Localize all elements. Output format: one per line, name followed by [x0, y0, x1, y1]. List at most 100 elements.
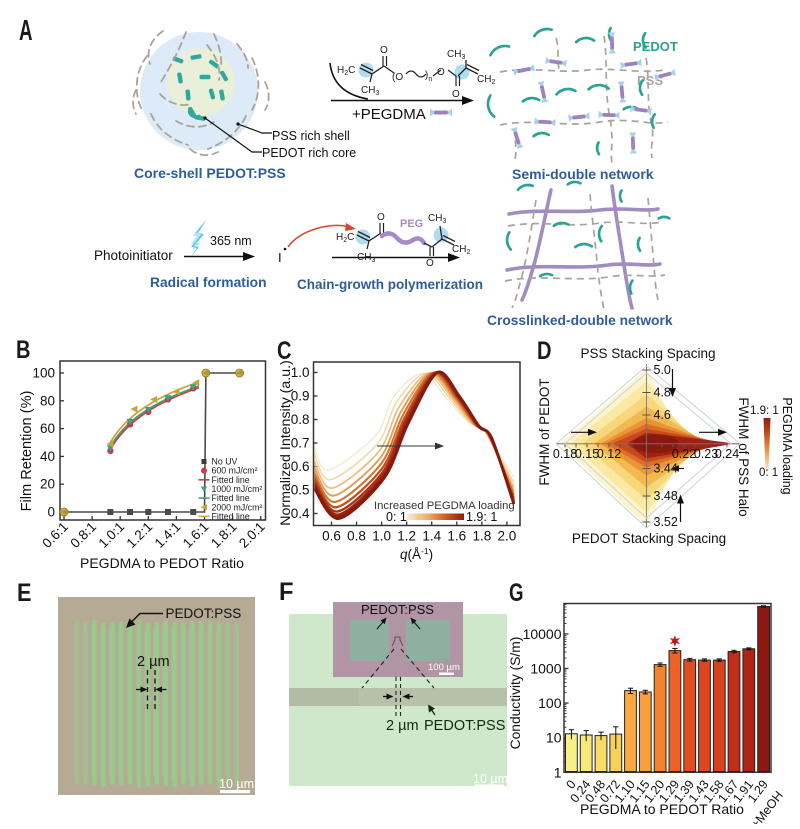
svg-text:O: O	[426, 258, 434, 269]
svg-text:1.2: 1.2	[397, 529, 416, 544]
svg-text:0: 1: 0: 1	[386, 510, 407, 524]
svg-text:40: 40	[40, 449, 55, 464]
svg-text:0.8: 0.8	[291, 412, 310, 427]
svg-text:Conductivity (S/m): Conductivity (S/m)	[508, 637, 523, 750]
svg-text:Fitted line: Fitted line	[212, 511, 250, 521]
svg-text:PEGDMA to PEDOT Ratio: PEGDMA to PEDOT Ratio	[80, 555, 244, 571]
svg-text:0: 1: 0: 1	[759, 467, 778, 479]
svg-text:H2C: H2C	[337, 65, 355, 77]
svg-text:PEG: PEG	[400, 218, 423, 230]
svg-text:Semi-double network: Semi-double network	[512, 166, 654, 182]
svg-text:PEDOT:PSS: PEDOT:PSS	[166, 606, 242, 621]
svg-text:3.44: 3.44	[654, 462, 678, 476]
svg-text:10 µm: 10 µm	[219, 777, 254, 791]
svg-text:Chain-growth polymerization: Chain-growth polymerization	[297, 277, 483, 292]
svg-text:0.12: 0.12	[597, 447, 621, 461]
svg-text:2.0: 2.0	[498, 529, 517, 544]
svg-text:PEGDMA loading: PEGDMA loading	[780, 397, 794, 494]
svg-text:1.9: 1: 1.9: 1	[466, 510, 497, 524]
svg-text:CH3: CH3	[447, 49, 465, 61]
svg-text:PSS rich shell: PSS rich shell	[272, 129, 350, 143]
svg-text:PEDOT: PEDOT	[633, 39, 678, 54]
svg-text:365 nm: 365 nm	[210, 234, 252, 248]
svg-text:0.9: 0.9	[291, 389, 310, 404]
svg-text:I: I	[278, 250, 282, 265]
svg-text:Film Retention (%): Film Retention (%)	[19, 391, 35, 512]
svg-text:0.4: 0.4	[291, 506, 310, 521]
svg-text:)n: )n	[425, 70, 432, 83]
svg-text:0.5: 0.5	[291, 483, 310, 498]
svg-text:E: E	[17, 579, 32, 607]
svg-text:O: O	[437, 67, 445, 78]
svg-text:Normalized Intensity (a.u.): Normalized Intensity (a.u.)	[278, 360, 294, 526]
svg-text:CH2: CH2	[452, 244, 470, 256]
svg-text:600 mJ/cm²: 600 mJ/cm²	[212, 466, 258, 476]
svg-text:0.24: 0.24	[715, 447, 739, 461]
svg-text:2000 mJ/cm²: 2000 mJ/cm²	[212, 502, 263, 512]
svg-text:60: 60	[40, 421, 55, 436]
svg-text:(O: (O	[392, 72, 403, 83]
svg-text:O: O	[380, 45, 388, 56]
svg-text:D: D	[537, 337, 552, 365]
svg-text:1000: 1000	[530, 661, 561, 677]
svg-text:Increased PEGDMA loading: Increased PEGDMA loading	[374, 500, 515, 512]
svg-text:FWHM of PEDOT: FWHM of PEDOT	[537, 378, 552, 485]
svg-text:10000: 10000	[523, 626, 562, 642]
svg-text:2 µm: 2 µm	[137, 654, 170, 670]
svg-text:3.48: 3.48	[654, 489, 678, 503]
svg-text:1.0: 1.0	[291, 365, 310, 380]
svg-text:100 µm: 100 µm	[428, 662, 460, 673]
svg-text:1: 1	[554, 764, 562, 780]
svg-text:O: O	[377, 212, 385, 223]
svg-text:100: 100	[32, 366, 55, 381]
svg-text:B: B	[16, 336, 31, 364]
svg-text:100: 100	[538, 695, 562, 711]
svg-text:1000 mJ/cm²: 1000 mJ/cm²	[212, 484, 263, 494]
svg-text:4.8: 4.8	[654, 386, 671, 400]
svg-text:H2C: H2C	[336, 232, 354, 244]
svg-text:0.8: 0.8	[347, 529, 366, 544]
svg-text:10 µm: 10 µm	[473, 772, 508, 786]
svg-text:1.0: 1.0	[372, 529, 391, 544]
svg-text:No UV: No UV	[212, 457, 238, 467]
svg-text:Crosslinked-double network: Crosslinked-double network	[487, 313, 673, 328]
svg-text:PEDOT:PSS: PEDOT:PSS	[361, 602, 434, 617]
svg-text:Radical formation: Radical formation	[150, 275, 267, 290]
svg-text:3.52: 3.52	[654, 515, 678, 529]
svg-text:CH3: CH3	[361, 85, 379, 97]
svg-text:PEDOT rich core: PEDOT rich core	[262, 146, 356, 160]
svg-text:20: 20	[40, 477, 55, 492]
svg-text:PEGDMA to PEDOT Ratio: PEGDMA to PEDOT Ratio	[580, 801, 744, 817]
svg-text:q(Å-1): q(Å-1)	[400, 546, 433, 562]
svg-text:0.15: 0.15	[575, 447, 599, 461]
svg-text:G: G	[509, 579, 524, 607]
svg-text:1.9: 1: 1.9: 1	[750, 405, 779, 417]
svg-text:0.18: 0.18	[553, 447, 577, 461]
svg-text:Core-shell PEDOT:PSS: Core-shell PEDOT:PSS	[134, 165, 286, 181]
svg-text:0.6: 0.6	[291, 459, 310, 474]
svg-text:F: F	[279, 578, 294, 606]
svg-text:0.23: 0.23	[694, 447, 718, 461]
svg-text:Photoinitiator: Photoinitiator	[94, 248, 173, 263]
svg-text:CH2: CH2	[477, 74, 495, 86]
svg-text:80: 80	[40, 393, 55, 408]
svg-text:PEDOT Stacking Spacing: PEDOT Stacking Spacing	[572, 531, 726, 546]
svg-text:A: A	[19, 15, 33, 47]
svg-text:Fitted line: Fitted line	[212, 475, 250, 485]
svg-text:PEDOT:PSS: PEDOT:PSS	[424, 718, 505, 734]
svg-text:0.7: 0.7	[291, 436, 310, 451]
svg-text:5.0: 5.0	[654, 363, 671, 377]
svg-text:C: C	[277, 337, 292, 365]
svg-text:+PEGDMA: +PEGDMA	[352, 106, 426, 123]
svg-text:10: 10	[546, 730, 562, 746]
svg-text:1.6: 1.6	[447, 529, 466, 544]
svg-text:1.8: 1.8	[472, 529, 491, 544]
svg-text:O: O	[452, 89, 460, 100]
svg-text:0: 0	[47, 505, 55, 520]
svg-text:2 µm: 2 µm	[386, 718, 419, 734]
svg-text:Fitted line: Fitted line	[212, 493, 250, 503]
svg-text:0.22: 0.22	[672, 447, 696, 461]
svg-text:FWHM of PSS Halo: FWHM of PSS Halo	[736, 397, 751, 516]
svg-text:PSS Stacking Spacing: PSS Stacking Spacing	[580, 346, 715, 361]
svg-text:1.4: 1.4	[422, 529, 441, 544]
